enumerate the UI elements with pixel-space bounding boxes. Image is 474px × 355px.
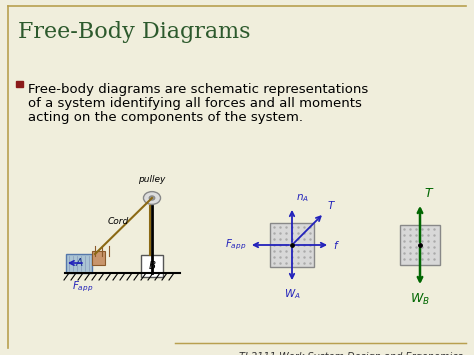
Text: $f$: $f$ [333, 239, 340, 251]
Bar [92, 251, 105, 265]
Text: $F_{app}$: $F_{app}$ [73, 280, 94, 294]
Bar [66, 254, 92, 273]
Text: of a system identifying all forces and all moments: of a system identifying all forces and a… [28, 97, 362, 110]
Text: TI 2111 Work System Design and Ergonomics: TI 2111 Work System Design and Ergonomic… [239, 352, 463, 355]
Text: $T$: $T$ [327, 199, 336, 211]
Text: $W_B$: $W_B$ [410, 292, 430, 307]
Text: A: A [75, 258, 82, 268]
Text: Free-body diagrams are schematic representations: Free-body diagrams are schematic represe… [28, 83, 368, 96]
Bar [400, 225, 440, 265]
Text: $W_A$: $W_A$ [283, 287, 301, 301]
Text: $F_{app}$: $F_{app}$ [225, 238, 246, 252]
Text: $n_A$: $n_A$ [296, 192, 309, 204]
Bar [141, 255, 163, 277]
Text: pulley: pulley [138, 175, 166, 184]
Circle shape [149, 196, 155, 200]
Text: $T$: $T$ [424, 187, 435, 200]
Text: Free-Body Diagrams: Free-Body Diagrams [18, 21, 250, 43]
Text: B: B [148, 261, 155, 271]
Circle shape [144, 192, 161, 204]
Text: acting on the components of the system.: acting on the components of the system. [28, 111, 303, 124]
Bar [16, 81, 23, 87]
Bar [270, 223, 314, 267]
Text: Cord: Cord [108, 218, 129, 226]
